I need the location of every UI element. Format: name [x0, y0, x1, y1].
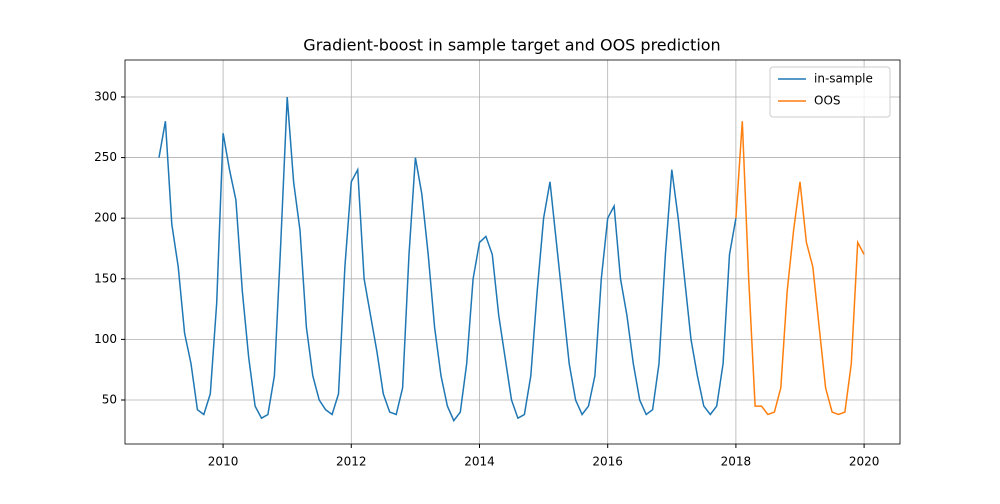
x-tick-label: 2014: [464, 455, 495, 469]
chart-title: Gradient-boost in sample target and OOS …: [303, 36, 720, 55]
line-series: [735, 121, 865, 416]
y-tick-label: 250: [94, 150, 117, 164]
legend-label: OOS: [814, 94, 841, 108]
x-tick-label: 2010: [208, 455, 239, 469]
y-tick-label: 100: [94, 332, 117, 346]
y-tick-label: 150: [94, 271, 117, 285]
y-tick-label: 300: [94, 89, 117, 103]
x-tick-label: 2016: [592, 455, 623, 469]
y-tick-label: 200: [94, 211, 117, 225]
x-tick-label: 2018: [721, 455, 752, 469]
x-tick-label: 2012: [336, 455, 367, 469]
y-tick-label: 50: [102, 393, 117, 407]
x-tick-label: 2020: [849, 455, 880, 469]
axes-frame: [124, 59, 901, 445]
legend-label: in-sample: [814, 72, 873, 86]
line-series: [158, 96, 737, 423]
